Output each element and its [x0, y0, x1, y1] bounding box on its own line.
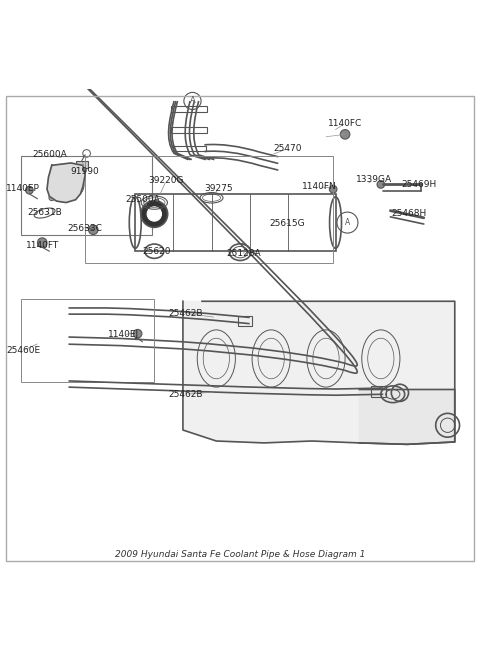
Circle shape	[88, 225, 98, 234]
Circle shape	[329, 185, 337, 193]
Text: 25600A: 25600A	[32, 151, 67, 159]
Text: 2009 Hyundai Santa Fe Coolant Pipe & Hose Diagram 1: 2009 Hyundai Santa Fe Coolant Pipe & Hos…	[115, 550, 365, 559]
Text: 25462B: 25462B	[168, 390, 203, 399]
Circle shape	[133, 329, 142, 338]
Text: 1140EJ: 1140EJ	[108, 330, 139, 339]
Bar	[171, 127, 207, 133]
Text: 25620: 25620	[143, 247, 171, 255]
Circle shape	[49, 195, 55, 200]
Text: 1140EP: 1140EP	[6, 184, 40, 193]
Text: 1140FN: 1140FN	[301, 182, 336, 191]
Text: 39275: 39275	[204, 184, 233, 193]
Bar	[21, 156, 152, 234]
Text: 1140FC: 1140FC	[328, 119, 362, 128]
Text: 25470: 25470	[274, 144, 302, 153]
Bar	[372, 386, 385, 397]
Bar	[21, 299, 154, 383]
Bar	[76, 160, 87, 168]
Polygon shape	[360, 390, 455, 444]
Text: 25468H: 25468H	[392, 208, 427, 217]
Circle shape	[50, 166, 56, 172]
Text: A: A	[345, 218, 350, 227]
Bar	[85, 156, 333, 263]
Text: 25633C: 25633C	[68, 224, 103, 233]
Circle shape	[37, 238, 47, 248]
Text: 25631B: 25631B	[27, 208, 62, 217]
Circle shape	[141, 200, 168, 227]
Circle shape	[377, 181, 384, 188]
Text: 25462B: 25462B	[168, 309, 203, 318]
Text: 1339GA: 1339GA	[356, 175, 392, 184]
Text: 91990: 91990	[71, 166, 99, 176]
Text: 25469H: 25469H	[401, 180, 437, 189]
Polygon shape	[47, 163, 85, 202]
Circle shape	[25, 186, 33, 194]
Circle shape	[147, 207, 161, 221]
Text: 25460E: 25460E	[6, 346, 40, 355]
Text: 1140FT: 1140FT	[25, 241, 59, 250]
Text: 25615G: 25615G	[269, 219, 305, 228]
Text: A: A	[190, 96, 195, 105]
Circle shape	[79, 166, 84, 172]
Circle shape	[340, 130, 350, 139]
Bar	[238, 316, 252, 326]
Text: 25128A: 25128A	[227, 249, 261, 258]
Text: 39220G: 39220G	[148, 176, 184, 185]
Bar	[173, 146, 206, 151]
Polygon shape	[183, 301, 455, 444]
Circle shape	[61, 176, 78, 193]
Text: 25500A: 25500A	[125, 195, 160, 204]
Bar	[171, 106, 207, 112]
Bar	[135, 194, 336, 252]
